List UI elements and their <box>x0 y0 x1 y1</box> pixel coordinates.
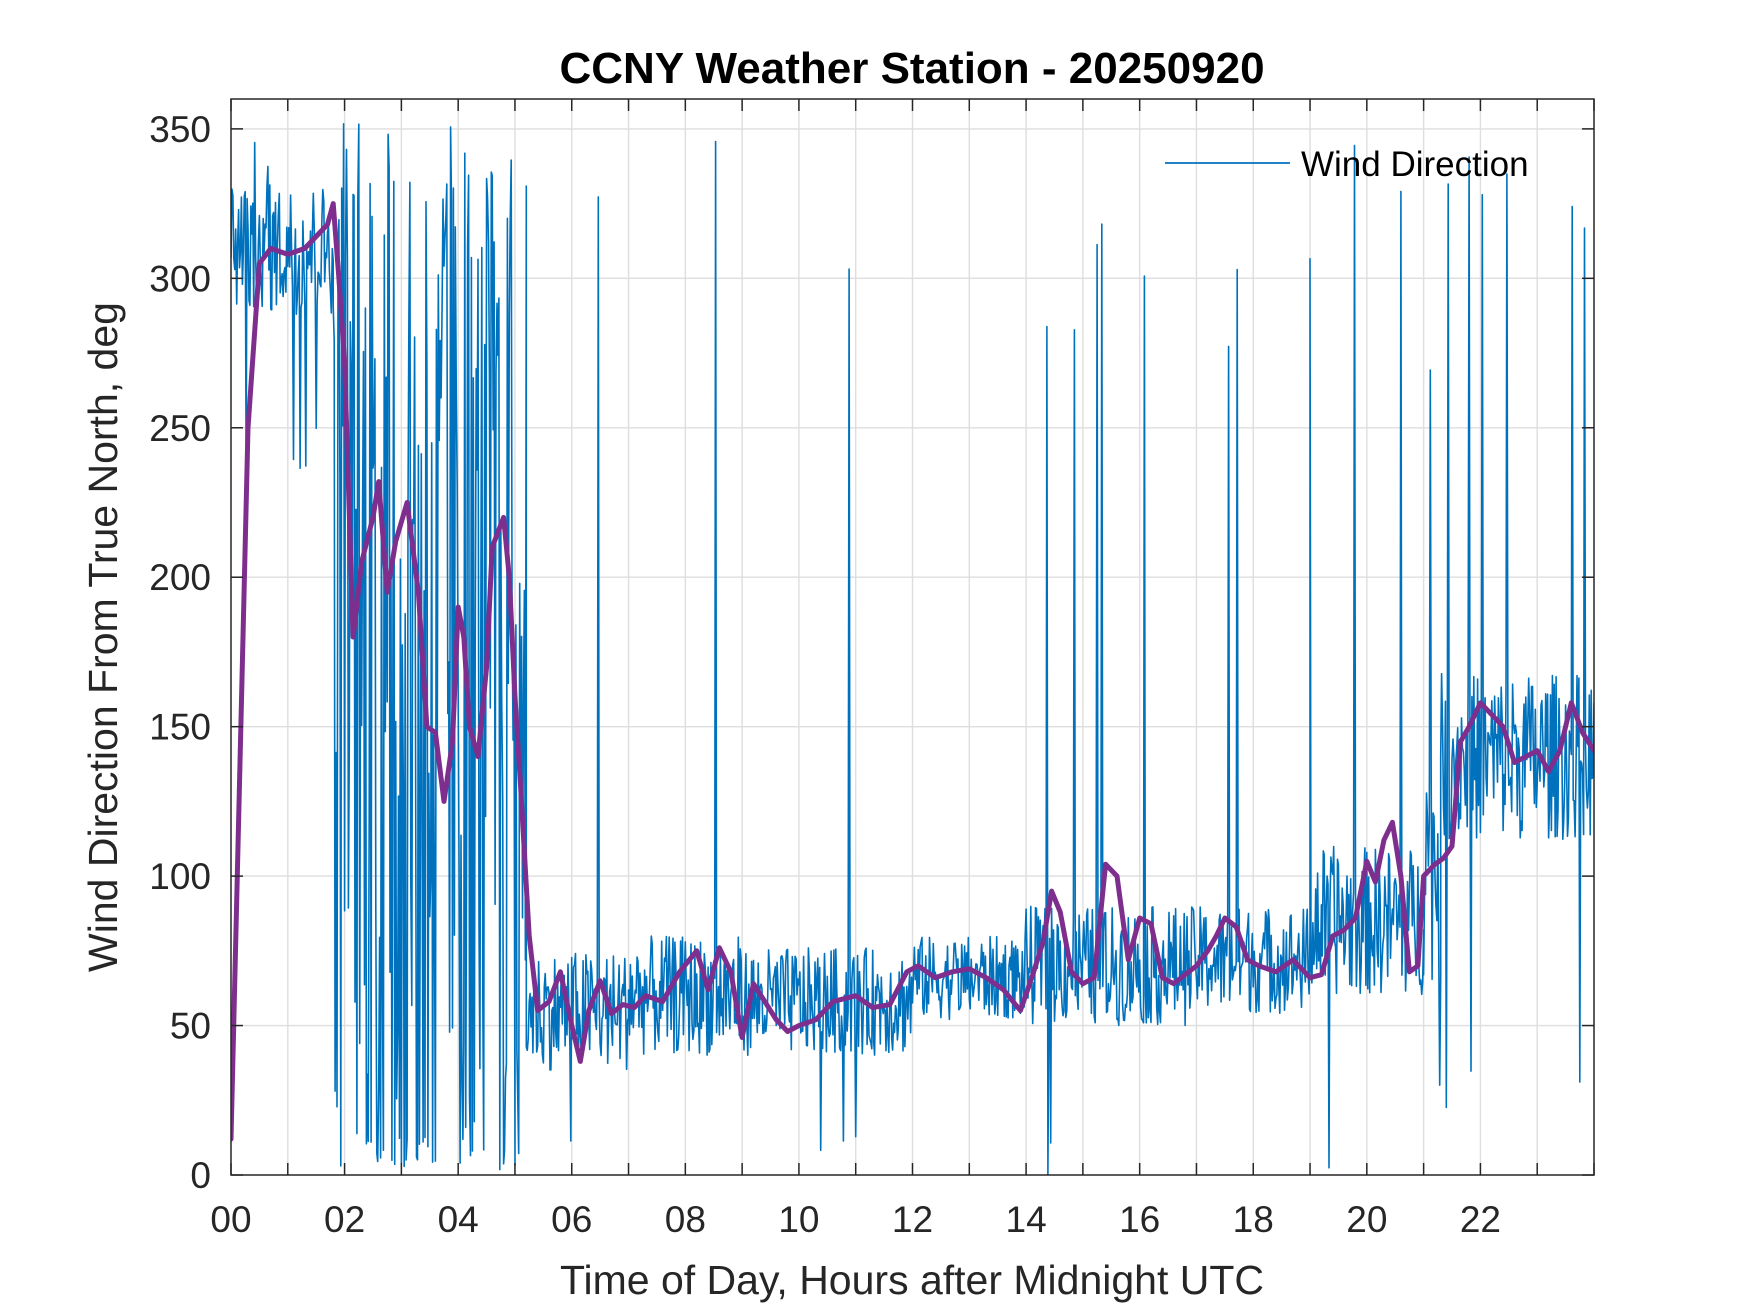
y-tick-label: 100 <box>149 856 211 897</box>
legend-label-wind-direction: Wind Direction <box>1301 145 1529 184</box>
y-tick-label: 250 <box>149 408 211 449</box>
y-tick-labels: 0 50 100 150 200 250 300 350 <box>149 109 211 1196</box>
series-line-running-mean <box>231 201 1594 1142</box>
x-tick-label: 06 <box>551 1199 592 1240</box>
y-axis-label: Wind Direction From True North, deg <box>80 302 126 972</box>
y-tick-label: 300 <box>149 258 211 299</box>
x-tick-label: 02 <box>324 1199 365 1240</box>
y-tick-label: 0 <box>190 1155 211 1196</box>
legend: Wind Direction <box>1165 145 1529 184</box>
x-tick-label: 20 <box>1346 1199 1387 1240</box>
x-tick-label: 00 <box>210 1199 251 1240</box>
y-tick-label: 150 <box>149 707 211 748</box>
x-tick-label: 18 <box>1233 1199 1274 1240</box>
chart-title: CCNY Weather Station - 20250920 <box>559 44 1264 93</box>
x-tick-label: 08 <box>665 1199 706 1240</box>
x-tick-label: 12 <box>892 1199 933 1240</box>
x-tick-label: 04 <box>438 1199 479 1240</box>
x-tick-label: 22 <box>1460 1199 1501 1240</box>
y-tick-label: 350 <box>149 109 211 150</box>
plot-data <box>231 123 1594 1175</box>
x-axis-label: Time of Day, Hours after Midnight UTC <box>560 1257 1264 1303</box>
x-tick-label: 14 <box>1006 1199 1047 1240</box>
axis-ticks <box>230 99 1595 1176</box>
x-tick-label: 16 <box>1119 1199 1160 1240</box>
y-tick-label: 50 <box>170 1006 211 1047</box>
x-tick-labels: 00 02 04 06 08 10 12 14 16 18 20 22 <box>210 1199 1501 1240</box>
x-tick-label: 10 <box>778 1199 819 1240</box>
y-tick-label: 200 <box>149 557 211 598</box>
series-line-wind-direction <box>231 123 1594 1175</box>
